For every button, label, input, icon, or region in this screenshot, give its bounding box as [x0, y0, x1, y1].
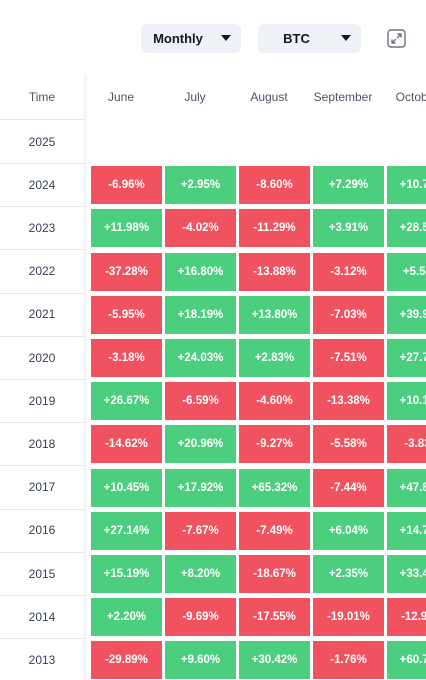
year-label: 2014 [0, 595, 84, 640]
return-cell[interactable]: +18.19% [165, 295, 236, 334]
return-cell[interactable]: +11.98% [91, 209, 162, 248]
year-label: 2023 [0, 206, 84, 251]
return-cell[interactable]: +65.32% [239, 468, 310, 507]
return-cell[interactable]: -18.67% [239, 555, 310, 593]
return-cell[interactable]: +2.83% [239, 339, 310, 377]
return-cell[interactable]: -11.29% [239, 209, 310, 248]
month-header: June [107, 90, 135, 104]
return-cell[interactable]: +17.92% [165, 468, 236, 507]
asset-select[interactable]: BTC [258, 24, 361, 53]
return-cell[interactable]: +7.29% [313, 166, 384, 205]
month-header: August [250, 90, 288, 104]
return-cell[interactable]: -29.89% [91, 641, 162, 680]
return-cell[interactable]: +16.80% [165, 252, 236, 291]
caret-down-icon [221, 35, 231, 41]
return-cell[interactable]: -3.18% [91, 339, 162, 377]
year-label: 2017 [0, 466, 84, 510]
return-cell[interactable]: +9.60% [165, 641, 236, 680]
time-column: Time 2025 2024 2023 2022 2021 2020 2019 2018 201… [0, 74, 84, 680]
return-cell[interactable]: +27.70% [387, 339, 426, 377]
return-cell[interactable]: -13.38% [313, 382, 384, 421]
return-cell[interactable]: +6.04% [313, 511, 384, 550]
return-cell[interactable]: -3.83% [387, 425, 426, 464]
return-cell[interactable]: +47.81% [387, 468, 426, 507]
return-cell[interactable]: -7.51% [313, 339, 384, 377]
month-header: October [395, 90, 426, 104]
return-cell[interactable]: +20.96% [165, 425, 236, 464]
return-cell[interactable]: -7.03% [313, 295, 384, 334]
return-cell[interactable]: -5.95% [91, 295, 162, 334]
return-cell[interactable]: -12.95% [387, 598, 426, 637]
return-cell[interactable]: -7.67% [165, 511, 236, 550]
return-cell[interactable]: +28.52% [387, 209, 426, 248]
year-label: 2019 [0, 379, 84, 424]
return-cell[interactable]: -19.01% [313, 598, 384, 637]
year-label: 2013 [0, 638, 84, 680]
year-label: 2016 [0, 509, 84, 553]
return-cell[interactable]: -5.58% [313, 425, 384, 464]
return-cell[interactable]: +26.67% [91, 382, 162, 421]
year-label: 2018 [0, 422, 84, 467]
return-cell[interactable]: +60.79% [387, 641, 426, 680]
year-label: 2020 [0, 336, 84, 380]
year-label: 2021 [0, 293, 84, 337]
year-label: 2024 [0, 163, 84, 208]
year-label: 2025 [0, 120, 84, 164]
return-cell[interactable]: -4.60% [239, 382, 310, 421]
return-cell[interactable]: -4.02% [165, 209, 236, 248]
return-cell[interactable]: -6.59% [165, 382, 236, 421]
heatmap-table: Time 2025 2024 2023 2022 2021 2020 2019 2018 201… [0, 74, 426, 680]
return-cell[interactable]: +33.49% [387, 555, 426, 593]
period-select[interactable]: Monthly [141, 24, 241, 53]
return-cell[interactable]: +5.56% [387, 252, 426, 291]
return-cell[interactable]: +30.42% [239, 641, 310, 680]
return-cell[interactable]: +2.20% [91, 598, 162, 637]
year-label: 2022 [0, 250, 84, 294]
month-header: September [313, 90, 373, 104]
return-cell[interactable]: -8.60% [239, 166, 310, 205]
return-cell[interactable]: -7.44% [313, 468, 384, 507]
return-cell[interactable]: +13.80% [239, 295, 310, 334]
expand-icon[interactable] [387, 29, 406, 48]
return-cell[interactable]: +15.19% [91, 555, 162, 593]
asset-select-label: BTC [283, 31, 310, 46]
return-cell[interactable]: -3.12% [313, 252, 384, 291]
return-cell[interactable]: -9.69% [165, 598, 236, 637]
return-cell[interactable]: +3.91% [313, 209, 384, 248]
time-column-header: Time [0, 74, 84, 120]
returns-grid[interactable]: June July August September October -6.96%+2.9… [84, 74, 426, 680]
month-header: July [184, 90, 206, 104]
toolbar: Monthly BTC [0, 0, 426, 72]
return-cell[interactable]: -1.76% [313, 641, 384, 680]
return-cell[interactable]: +27.14% [91, 511, 162, 550]
return-cell[interactable]: +10.45% [91, 468, 162, 507]
return-cell[interactable]: -37.28% [91, 252, 162, 291]
return-cell[interactable]: +39.93% [387, 295, 426, 334]
return-cell[interactable]: +8.20% [165, 555, 236, 593]
return-cell[interactable]: -6.96% [91, 166, 162, 205]
return-cell[interactable]: -9.27% [239, 425, 310, 464]
caret-down-icon [341, 35, 351, 41]
return-cell[interactable]: +10.76% [387, 166, 426, 205]
return-cell[interactable]: -7.49% [239, 511, 310, 550]
return-cell[interactable]: -13.88% [239, 252, 310, 291]
return-cell[interactable]: +2.95% [165, 166, 236, 205]
year-label: 2015 [0, 552, 84, 596]
return-cell[interactable]: +24.03% [165, 339, 236, 377]
period-select-label: Monthly [153, 31, 203, 46]
return-cell[interactable]: -17.55% [239, 598, 310, 637]
return-cell[interactable]: +10.17% [387, 382, 426, 421]
return-cell[interactable]: +2.35% [313, 555, 384, 593]
return-cell[interactable]: +14.71% [387, 511, 426, 550]
return-cell[interactable]: -14.62% [91, 425, 162, 464]
